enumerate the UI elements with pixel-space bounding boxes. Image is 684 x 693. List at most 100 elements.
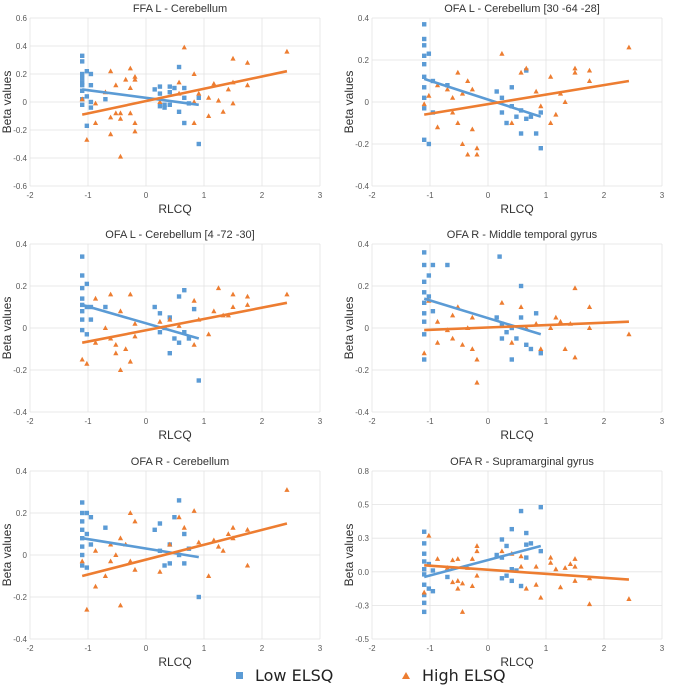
- high-elsq-point: [127, 510, 133, 515]
- high-elsq-point: [548, 120, 554, 125]
- high-elsq-point: [548, 559, 554, 565]
- y-tick-label: 0: [23, 551, 28, 560]
- high-elsq-point: [102, 325, 108, 330]
- high-elsq-point: [562, 99, 568, 104]
- low-elsq-point: [422, 85, 427, 90]
- x-tick-label: 0: [144, 191, 149, 200]
- legend-item-high: High ELSQ: [402, 666, 506, 685]
- high-elsq-point: [538, 346, 544, 351]
- low-elsq-point: [182, 85, 187, 91]
- chart-panel-ofa-r-cerebellum: -0.4 -0.2 0 0.2 0.4 -2 -1 0 1 2 3 OFA R - Cerebellu…: [0, 453, 342, 681]
- high-elsq-point: [225, 531, 231, 536]
- high-elsq-point: [523, 585, 529, 591]
- high-elsq-point: [157, 318, 163, 324]
- high-elsq-point: [474, 379, 480, 385]
- x-tick-label: -2: [26, 417, 34, 426]
- high-elsq-point: [284, 291, 290, 297]
- low-elsq-point: [422, 592, 427, 598]
- scatter-plot: -0.4 -0.2 0 0.2 0.4 -2 -1 0 1 2 3 OFA R - Cerebellu…: [0, 456, 323, 669]
- y-tick-label: 0.5: [358, 501, 370, 510]
- y-tick-label: -0.2: [13, 593, 27, 602]
- low-elsq-point: [176, 340, 182, 345]
- low-elsq-trendline: [423, 77, 542, 118]
- low-elsq-point: [80, 563, 85, 568]
- y-tick-label: 0.2: [16, 282, 28, 291]
- high-elsq-point: [244, 527, 251, 532]
- high-elsq-point: [434, 339, 441, 345]
- high-elsq-point: [518, 553, 524, 559]
- low-elsq-point: [509, 567, 514, 572]
- y-tick-label: 0: [365, 324, 370, 333]
- low-elsq-point: [422, 279, 427, 284]
- low-elsq-point: [422, 541, 427, 546]
- high-elsq-point: [108, 131, 114, 137]
- x-tick-label: -2: [368, 644, 376, 653]
- chart-title: OFA R - Cerebellum: [131, 456, 229, 468]
- high-elsq-point: [244, 82, 251, 88]
- high-elsq-point: [455, 120, 461, 125]
- low-elsq-point: [172, 85, 177, 91]
- high-elsq-point: [92, 295, 99, 301]
- high-elsq-point: [509, 339, 515, 345]
- low-elsq-point: [152, 527, 157, 532]
- high-elsq-point: [132, 76, 138, 82]
- y-tick-label: 0.2: [16, 509, 28, 518]
- high-elsq-point: [459, 90, 466, 96]
- low-elsq-point: [186, 336, 192, 341]
- y-tick-label: 0.2: [16, 70, 28, 79]
- high-elsq-point: [450, 95, 456, 100]
- chart-panel-ofa-r-middle-temporal: -0.4 -0.2 0 0.2 0.4 -2 -1 0 1 2 3 OFA R - Middle te…: [342, 226, 684, 454]
- high-elsq-point: [572, 578, 578, 583]
- low-elsq-point: [196, 378, 201, 383]
- high-elsq-point: [215, 543, 222, 549]
- high-elsq-point: [586, 601, 593, 607]
- chart-title: FFA L - Cerebellum: [133, 3, 227, 15]
- high-elsq-point: [92, 339, 99, 345]
- low-elsq-point: [157, 311, 163, 316]
- high-elsq-point: [117, 153, 124, 159]
- y-axis-label: Beta values: [0, 524, 14, 587]
- low-elsq-point: [426, 273, 432, 278]
- high-elsq-point: [117, 110, 124, 116]
- high-elsq-point: [465, 151, 471, 157]
- low-elsq-point: [80, 76, 85, 81]
- low-elsq-point: [152, 304, 157, 310]
- high-elsq-trendline: [81, 69, 288, 116]
- high-elsq-point: [92, 120, 99, 125]
- high-elsq-point: [167, 541, 173, 547]
- low-elsq-point: [422, 36, 427, 42]
- chart-panel-ofa-l-cerebellum-30: -0.4 -0.2 0 0.2 0.4 -2 -1 0 1 2 3 OFA L - Cerebellu…: [342, 0, 684, 228]
- low-elsq-point: [103, 525, 108, 530]
- high-elsq-point: [191, 120, 197, 125]
- high-elsq-point: [538, 594, 544, 600]
- low-elsq-point: [538, 110, 543, 115]
- high-elsq-point: [444, 86, 450, 92]
- high-elsq-point: [586, 325, 593, 330]
- high-elsq-point: [206, 573, 212, 578]
- low-elsq-point: [176, 64, 182, 70]
- low-elsq-point: [182, 330, 187, 335]
- x-tick-label: 3: [660, 417, 665, 426]
- high-elsq-point: [421, 350, 427, 356]
- low-elsq-point: [518, 131, 524, 136]
- high-elsq-point: [127, 65, 133, 71]
- low-elsq-point: [80, 53, 85, 58]
- x-tick-label: 1: [544, 417, 549, 426]
- high-elsq-point: [474, 572, 480, 578]
- low-elsq-point: [422, 567, 427, 572]
- high-elsq-point: [176, 514, 182, 520]
- chart-title: OFA L - Cerebellum [30 -64 -28]: [444, 3, 600, 15]
- low-elsq-point: [84, 123, 90, 128]
- low-elsq-point: [88, 317, 94, 322]
- chart-panel-ffa-l-cerebellum: -0.6 -0.4 -0.2 0 0.2 0.4 0.6 -2 -1 0 1 2 3 FFA L - Ce…: [0, 0, 342, 228]
- low-elsq-point: [422, 250, 427, 255]
- x-tick-label: 0: [144, 417, 149, 426]
- high-elsq-point: [127, 110, 133, 116]
- y-axis-label: Beta values: [342, 71, 356, 134]
- low-elsq-point: [445, 574, 450, 580]
- low-elsq-point: [509, 325, 514, 331]
- x-axis-label: RLCQ: [500, 202, 533, 216]
- high-elsq-point: [167, 316, 173, 322]
- high-elsq-point: [127, 358, 133, 364]
- scatter-plot: -0.4 -0.2 0 0.2 0.4 -2 -1 0 1 2 3 OFA L - Cerebellu…: [0, 229, 323, 442]
